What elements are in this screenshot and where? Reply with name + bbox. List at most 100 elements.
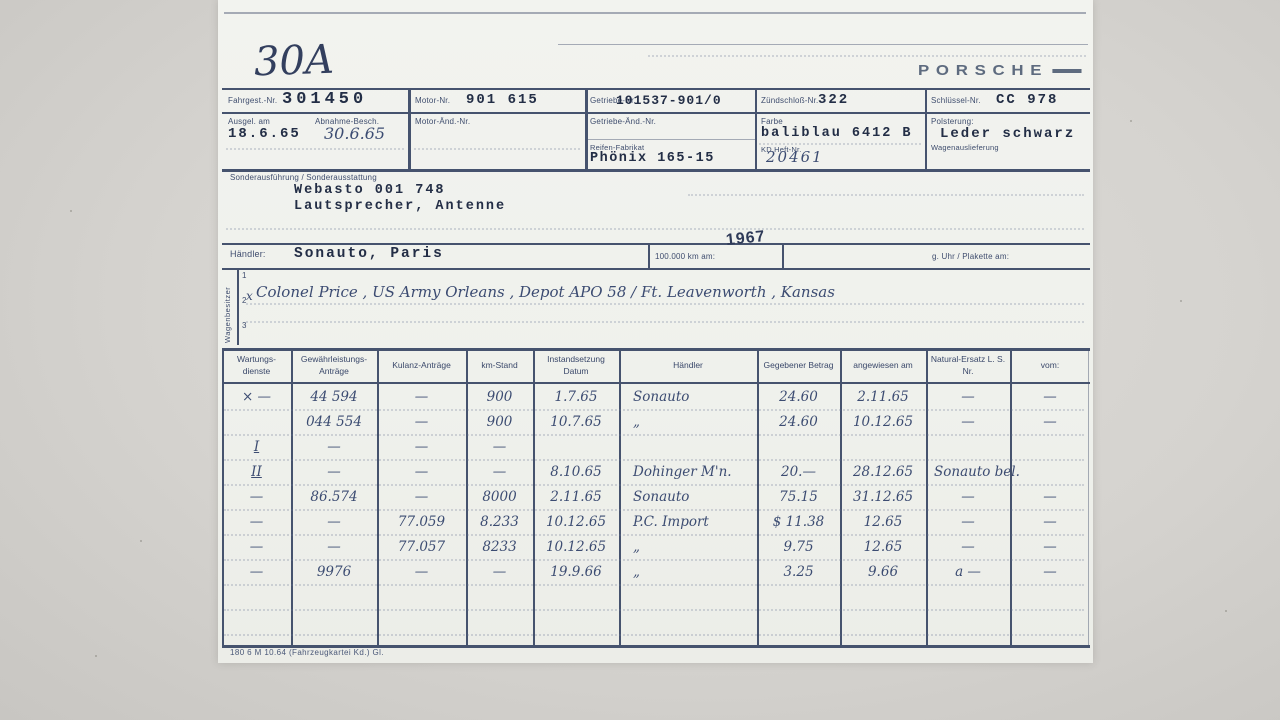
cell: 28.12.65 bbox=[852, 464, 914, 480]
gearbox-number-label: Getriebe-Nr. bbox=[590, 96, 636, 105]
cell: 8233 bbox=[482, 539, 517, 555]
tire-brand-value: Phönix 165-15 bbox=[590, 151, 715, 166]
cell: I bbox=[253, 439, 260, 455]
cell: 20.— bbox=[781, 464, 816, 480]
chassis-number-value: 301450 bbox=[282, 90, 368, 109]
cell: — bbox=[1043, 489, 1057, 505]
owner-row2-number: 2 bbox=[242, 296, 247, 305]
kardex-card: 30A PORSCHE Fahrgest.-Nr. 301450 Motor-N… bbox=[218, 0, 1093, 663]
table-column-line bbox=[757, 348, 759, 645]
delivered-date-label: Ausgel. am bbox=[228, 117, 271, 126]
column-header: Händler bbox=[673, 359, 703, 370]
scan-edge-line bbox=[558, 44, 1088, 45]
table-column-line bbox=[1010, 348, 1012, 645]
cell: 31.12.65 bbox=[852, 489, 914, 505]
table-column-line bbox=[619, 348, 621, 645]
cell: 9.75 bbox=[783, 539, 814, 555]
special-equipment-line1: Webasto 001 748 bbox=[294, 183, 446, 198]
cell: 77.057 bbox=[397, 539, 446, 555]
cell: Dohinger M'n. bbox=[633, 464, 732, 480]
cell: 10.7.65 bbox=[550, 414, 602, 430]
cell: 24.60 bbox=[779, 389, 818, 405]
cell: — bbox=[249, 514, 264, 530]
cell: 44 594 bbox=[310, 389, 358, 405]
cell: 900 bbox=[486, 414, 513, 430]
cell: — bbox=[327, 514, 341, 530]
row-dotted-line bbox=[224, 509, 1084, 511]
cell: 12.65 bbox=[863, 539, 903, 555]
guide-dotted-line bbox=[759, 143, 921, 145]
cell: 2.11.65 bbox=[857, 389, 909, 405]
cell: — bbox=[961, 389, 975, 405]
table-border bbox=[222, 382, 1090, 384]
table-row: I — — — bbox=[222, 435, 1090, 460]
cell: „ bbox=[633, 564, 640, 580]
cell: 044 554 bbox=[306, 414, 362, 430]
owner-entry: Colonel Price , US Army Orleans , Depot … bbox=[256, 283, 835, 301]
scan-edge-line bbox=[224, 12, 1086, 14]
cell: 10.12.65 bbox=[545, 514, 607, 530]
special-equipment-line2: Lautsprecher, Antenne bbox=[294, 199, 507, 214]
grid-line bbox=[237, 268, 239, 345]
owner-side-label: Wagenbesitzer bbox=[223, 286, 232, 343]
acceptance-cert-label: Abnahme-Besch. bbox=[315, 117, 380, 126]
key-number-label: Schlüssel-Nr. bbox=[931, 96, 981, 105]
cell: — bbox=[327, 439, 341, 455]
owner-entry-mark: x bbox=[246, 289, 253, 303]
cell: — bbox=[414, 564, 429, 580]
table-column-line bbox=[533, 348, 535, 645]
column-header: km-Stand bbox=[481, 359, 518, 370]
grid-line bbox=[222, 268, 1090, 270]
cell: 1.7.65 bbox=[554, 389, 598, 405]
cell: 10.12.65 bbox=[852, 414, 914, 430]
cell: — bbox=[249, 539, 264, 555]
cell: — bbox=[1043, 514, 1057, 530]
table-column-line bbox=[222, 348, 224, 645]
cell: 8000 bbox=[482, 489, 517, 505]
cell: $ 11.38 bbox=[772, 514, 825, 530]
grid-line bbox=[222, 88, 1090, 90]
cell: — bbox=[961, 539, 975, 555]
row-dotted-line bbox=[224, 459, 1084, 461]
cell: — bbox=[492, 439, 507, 455]
guide-dotted-line bbox=[246, 303, 1084, 305]
cell: — bbox=[961, 489, 975, 505]
cell bbox=[926, 435, 1010, 460]
cell: 12.65 bbox=[863, 514, 903, 530]
grid-line bbox=[222, 243, 1090, 245]
color-label: Farbe bbox=[761, 117, 783, 126]
table-row: II — — — 8.10.65 Dohinger M'n. 20.— 28.12.65 Son… bbox=[222, 460, 1090, 485]
guide-dotted-line bbox=[226, 228, 1084, 230]
row-dotted-line bbox=[224, 484, 1084, 486]
cell: „ bbox=[633, 414, 640, 430]
cell: Sonauto bbox=[633, 389, 690, 405]
porsche-wordmark-text: PORSCHE bbox=[918, 62, 1049, 79]
table-column-line bbox=[1088, 348, 1089, 645]
cell: 9976 bbox=[316, 564, 352, 580]
row-dotted-line bbox=[224, 584, 1084, 586]
column-header: vom: bbox=[1040, 359, 1060, 370]
guide-dotted-line bbox=[648, 55, 1086, 57]
cell: 9.66 bbox=[867, 564, 899, 580]
cell: 19.9.66 bbox=[550, 564, 602, 580]
cell: 10.12.65 bbox=[545, 539, 607, 555]
column-header: Gewährleistungs-Anträge bbox=[300, 354, 368, 376]
cell bbox=[840, 435, 926, 460]
table-column-line bbox=[840, 348, 842, 645]
upholstery-label: Polsterung: bbox=[931, 117, 974, 126]
grid-line bbox=[925, 88, 927, 171]
dealer-label: Händler: bbox=[230, 249, 266, 259]
row-dotted-line bbox=[224, 434, 1084, 436]
key-number-value: CC 978 bbox=[996, 92, 1059, 108]
gearbox-mod-label: Getriebe-Änd.-Nr. bbox=[590, 117, 657, 126]
paper-speck bbox=[95, 655, 97, 657]
cell: — bbox=[249, 489, 264, 505]
guide-dotted-line bbox=[246, 321, 1084, 323]
column-header: Wartungs-dienste bbox=[237, 354, 276, 376]
row-dotted-line bbox=[224, 534, 1084, 536]
car-delivery-label: Wagenauslieferung bbox=[931, 143, 999, 152]
owner-row3-number: 3 bbox=[242, 321, 247, 330]
gearbox-number-value: 101537-901/0 bbox=[616, 93, 722, 108]
cell: × — bbox=[241, 389, 272, 405]
grid-line bbox=[408, 88, 411, 171]
